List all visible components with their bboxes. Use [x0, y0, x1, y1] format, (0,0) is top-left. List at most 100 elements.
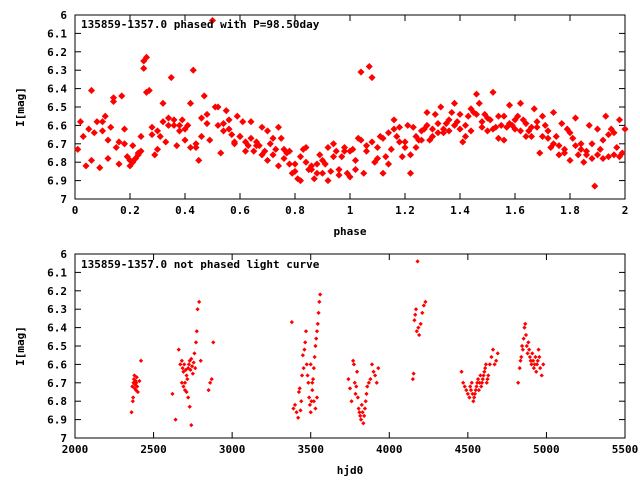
- unphased-data-point: [317, 299, 322, 304]
- phased-data-point: [552, 132, 560, 140]
- phased-x-tick-label: 1.2: [395, 204, 415, 217]
- phased-data-point: [393, 132, 401, 140]
- phased-data-point: [527, 132, 536, 140]
- phased-data-point: [233, 112, 241, 120]
- phased-data-point: [153, 145, 162, 153]
- unphased-y-tick-label: 6.8: [47, 395, 67, 408]
- phased-data-point: [151, 151, 159, 159]
- phased-data-point: [321, 160, 329, 168]
- phased-data-point: [387, 145, 395, 153]
- unphased-data-point: [351, 358, 356, 363]
- unphased-data-point: [195, 307, 200, 312]
- phased-data-point: [266, 140, 274, 148]
- phased-data-point: [478, 118, 486, 126]
- unphased-data-point: [308, 410, 313, 415]
- unphased-data-point: [413, 307, 419, 312]
- unphased-data-point: [198, 358, 203, 363]
- unphased-data-point: [363, 399, 368, 404]
- phased-data-point: [483, 127, 492, 135]
- unphased-data-point: [129, 410, 134, 415]
- phased-data-point: [302, 158, 310, 166]
- phased-y-tick-label: 6.1: [47, 27, 67, 40]
- phased-x-tick-label: 1: [347, 204, 354, 217]
- phased-data-point: [384, 160, 393, 168]
- unphased-data-point: [417, 332, 422, 338]
- unphased-data-point: [524, 343, 529, 349]
- unphased-data-point: [360, 410, 365, 415]
- unphased-data-point: [418, 321, 423, 327]
- phased-data-point: [428, 125, 437, 133]
- unphased-y-tick-label: 6.7: [47, 377, 67, 390]
- phased-data-point: [137, 147, 145, 155]
- phased-data-point: [373, 143, 382, 152]
- phased-data-point: [318, 169, 327, 177]
- unphased-data-point: [374, 380, 379, 385]
- unphased-data-point: [472, 395, 477, 400]
- unphased-data-point: [296, 415, 301, 420]
- phased-data-point: [208, 16, 217, 25]
- unphased-data-point: [314, 336, 319, 341]
- phased-data-point: [296, 153, 305, 161]
- unphased-data-point: [310, 376, 316, 382]
- phased-data-point: [379, 169, 387, 177]
- phased-data-point: [434, 120, 442, 128]
- unphased-y-tick-label: 6.2: [47, 285, 67, 298]
- phased-data-point: [489, 88, 497, 96]
- unphased-data-point: [373, 373, 378, 378]
- phased-data-point: [409, 123, 417, 131]
- phased-data-point: [461, 121, 470, 129]
- phased-y-tick-label: 6: [60, 9, 67, 22]
- unphased-data-point: [189, 364, 195, 369]
- phased-data-point: [464, 112, 472, 120]
- unphased-data-point: [534, 369, 539, 374]
- phased-data-point: [398, 153, 406, 161]
- unphased-data-point: [517, 365, 522, 371]
- phased-data-point: [500, 136, 508, 144]
- phased-data-point: [456, 110, 464, 118]
- unphased-data-point: [472, 391, 478, 396]
- unphased-data-point: [462, 384, 467, 389]
- unphased-y-tick-label: 6.4: [47, 322, 67, 335]
- phased-data-point: [522, 132, 530, 140]
- phased-y-tick-label: 6.6: [47, 119, 67, 132]
- unphased-data-point: [485, 376, 490, 382]
- unphased-data-point: [494, 358, 499, 363]
- unphased-data-point: [188, 367, 193, 373]
- phased-data-point: [142, 53, 151, 61]
- phased-data-point: [186, 143, 195, 152]
- phased-data-point: [115, 138, 123, 146]
- unphased-data-point: [312, 354, 317, 360]
- unphased-data-point: [528, 358, 533, 363]
- unphased-data-point: [467, 395, 472, 400]
- phased-data-point: [206, 136, 214, 144]
- unphased-data-point: [351, 362, 357, 367]
- phased-data-point: [280, 145, 288, 153]
- unphased-data-point: [414, 329, 419, 334]
- unphased-data-point: [299, 373, 305, 378]
- phased-data-point: [186, 99, 195, 107]
- phased-y-axis-label: I[mag]: [14, 87, 27, 127]
- phased-data-point: [87, 156, 96, 164]
- unphased-data-point: [357, 410, 362, 415]
- unphased-data-point: [185, 376, 190, 382]
- unphased-data-point: [533, 354, 538, 360]
- unphased-data-point: [182, 362, 187, 367]
- phased-data-point: [450, 121, 459, 129]
- phased-data-point: [566, 156, 574, 164]
- phased-light-curve-panel: 0 0.2 0.4 0.6 0.8 1 1.2 1.4 1.6 1.8 2 6 6.1 6.2 6.3 6.4…: [14, 9, 629, 238]
- phased-data-point: [560, 149, 569, 157]
- phased-data-point: [368, 138, 376, 146]
- phased-data-point: [269, 151, 277, 159]
- phased-data-point: [93, 118, 101, 126]
- phased-data-point: [417, 136, 426, 144]
- unphased-plot-title: 135859-1357.0 not phased light curve: [81, 258, 320, 271]
- phased-data-point: [258, 123, 266, 131]
- unphased-data-point: [356, 406, 361, 411]
- unphased-data-point: [523, 332, 529, 338]
- phased-data-point: [217, 149, 225, 157]
- phased-data-point: [329, 140, 338, 148]
- unphased-y-tick-label: 6.9: [47, 414, 67, 427]
- phased-data-point: [159, 99, 167, 107]
- unphased-x-tick-label: 5500: [612, 443, 639, 456]
- phased-data-point: [338, 153, 346, 161]
